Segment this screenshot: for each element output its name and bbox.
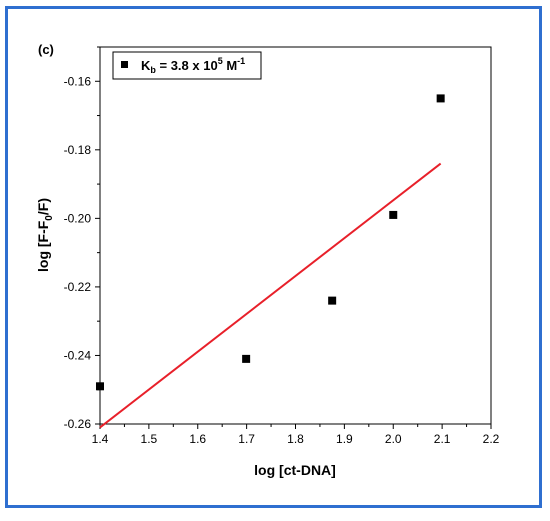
legend-k-sub: b [150,65,156,75]
panel-label: (c) [38,42,54,57]
y-tick-label: -0.22 [64,280,92,294]
x-tick-label: 1.9 [336,432,353,446]
data-point [242,354,251,363]
x-tick-label: 1.8 [287,432,304,446]
data-point [436,94,445,103]
legend-k: K [141,58,151,73]
y-axis-title-sub: 0 [44,215,55,221]
x-tick-label: 2.0 [385,432,402,446]
data-point [389,210,398,219]
legend-exp: 5 [218,56,223,66]
y-axis: -0.26 -0.24 -0.22 -0.20 -0.18 -0.16 [64,46,100,431]
legend-unit-exp: -1 [237,56,245,66]
x-axis: 1.4 1.5 1.6 1.7 1.8 1.9 2.0 2.1 2.2 [92,424,500,446]
y-axis-title-main: log [F-F [35,220,51,272]
legend-box [112,51,262,80]
legend-value: = 3.8 x 10 [156,58,218,73]
y-tick-label: -0.26 [64,417,92,431]
x-tick-label: 1.4 [92,432,109,446]
plot-area [99,46,492,425]
x-tick-label: 1.7 [238,432,255,446]
legend-unit: M [223,58,237,73]
data-point [328,296,337,305]
legend: Kb = 3.8 x 105 M-1 [112,51,262,80]
y-axis-title-end: /F) [35,198,51,215]
x-tick-label: 1.5 [141,432,158,446]
fit-line [99,162,442,429]
y-axis-title: log [F-F0/F) [35,198,55,272]
x-tick-label: 1.6 [189,432,206,446]
legend-marker [121,61,128,68]
data-point [96,382,104,391]
x-axis-title: log [ct-DNA] [254,462,336,478]
y-tick-label: -0.24 [64,348,92,362]
x-tick-label: 2.1 [434,432,451,446]
series-layer [96,94,445,429]
y-tick-label: -0.20 [64,211,92,225]
y-tick-label: -0.18 [64,143,92,157]
legend-label: Kb = 3.8 x 105 M-1 [141,56,245,75]
y-tick-label: -0.16 [64,74,92,88]
x-tick-label: 2.2 [483,432,500,446]
